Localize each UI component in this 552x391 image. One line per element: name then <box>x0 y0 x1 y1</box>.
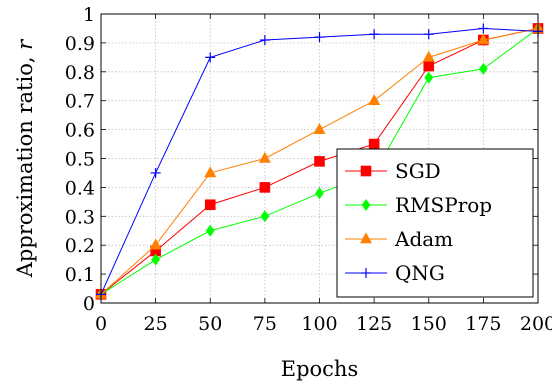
legend: SGD RMSProp Adam QNG <box>336 148 534 298</box>
y-axis-title: Approximation ratio, r <box>13 38 37 278</box>
legend-marker-sgd <box>360 165 372 177</box>
data-point-qng <box>259 35 270 46</box>
data-point-qng <box>205 52 216 63</box>
legend-marker-qng <box>361 268 371 278</box>
legend-entry-qng: QNG <box>345 261 445 285</box>
y-axis-title-text: Approximation ratio, <box>13 50 37 278</box>
y-tick-label: 0.8 <box>65 62 95 84</box>
legend-entry-rmsprop: RMSProp <box>345 193 492 217</box>
x-axis-title: Epochs <box>281 357 358 381</box>
y-tick-label: 0 <box>83 293 95 315</box>
data-point-rmsprop <box>424 71 434 84</box>
x-tick-label: 75 <box>253 313 277 335</box>
data-point-sgd <box>423 60 435 72</box>
legend-marker-rmsprop <box>361 198 371 212</box>
x-tick-label: 125 <box>356 313 392 335</box>
x-tick-label: 0 <box>95 313 107 335</box>
data-point-qng <box>150 167 161 178</box>
y-tick-label: 0.7 <box>65 91 95 113</box>
data-point-qng <box>369 29 380 40</box>
legend-label-adam: Adam <box>394 227 453 251</box>
data-point-adam <box>368 94 381 105</box>
x-tick-label: 50 <box>198 313 222 335</box>
data-point-rmsprop <box>205 224 215 237</box>
x-tick-label: 175 <box>465 313 501 335</box>
data-point-qng <box>314 32 325 43</box>
data-point-adam <box>149 238 162 250</box>
data-point-sgd <box>204 199 216 211</box>
y-tick-label: 0.1 <box>65 264 95 286</box>
series-qng <box>96 23 543 300</box>
data-point-rmsprop <box>479 62 488 75</box>
data-point-adam <box>258 151 271 163</box>
y-tick-label: 1 <box>83 4 95 26</box>
data-point-adam <box>313 122 326 134</box>
data-point-sgd <box>368 138 380 150</box>
y-tick-label: 0.9 <box>65 33 95 55</box>
y-tick-label: 0.6 <box>65 120 95 142</box>
y-tick-label: 0.5 <box>65 149 95 171</box>
data-point-qng <box>423 29 434 40</box>
x-tick-label: 200 <box>520 313 552 335</box>
data-point-sgd <box>314 156 325 167</box>
data-point-rmsprop <box>315 187 324 200</box>
y-tick-label: 0.2 <box>65 235 95 257</box>
data-point-sgd <box>259 182 271 193</box>
data-point-adam <box>204 166 217 178</box>
y-tick-label: 0.4 <box>65 177 95 199</box>
data-point-adam <box>477 33 490 45</box>
data-point-rmsprop <box>260 210 270 223</box>
legend-entry-adam: Adam <box>345 227 453 251</box>
legend-entry-sgd: SGD <box>345 159 441 183</box>
legend-label-qng: QNG <box>395 261 445 285</box>
axes: 0 25 50 75 100 125 150 175 200 0 0.1 0.2 0.3 0.4 0.5 0.… <box>13 4 552 381</box>
y-tick-label: 0.3 <box>65 206 95 228</box>
legend-marker-adam <box>359 232 373 244</box>
data-point-qng <box>478 23 489 34</box>
legend-label-rmsprop: RMSProp <box>395 193 492 217</box>
x-tick-label: 100 <box>301 313 337 335</box>
legend-label-sgd: SGD <box>395 159 441 183</box>
y-axis-title-symbol: r <box>13 38 37 50</box>
data-point-adam <box>422 50 435 62</box>
data-point-rmsprop <box>151 253 160 266</box>
x-tick-label: 25 <box>144 313 168 335</box>
x-tick-label: 150 <box>411 313 447 335</box>
